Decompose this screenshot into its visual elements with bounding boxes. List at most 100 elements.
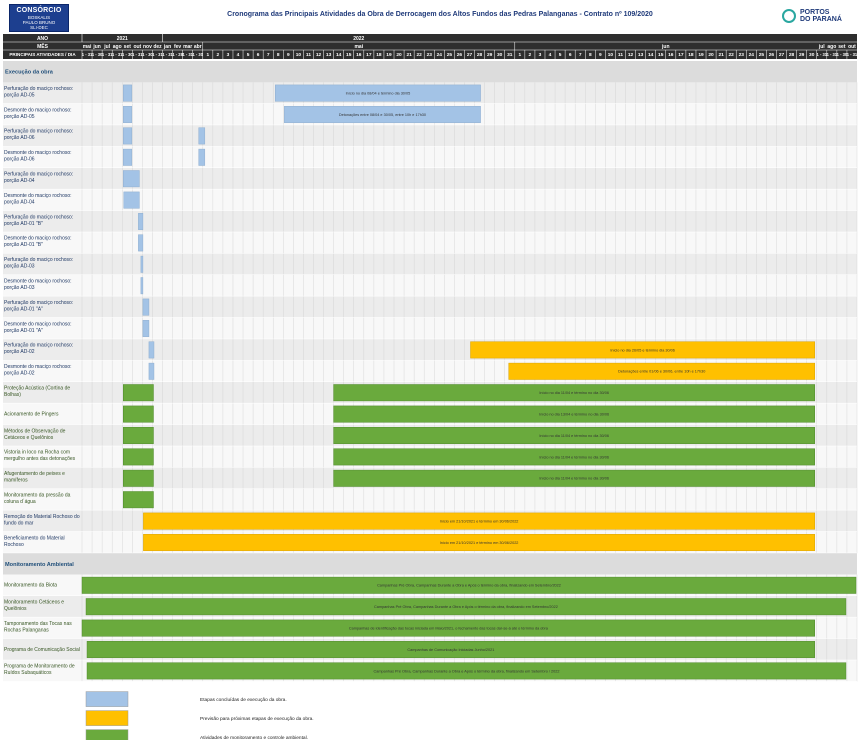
day-label: 25 xyxy=(759,52,765,58)
table-row xyxy=(3,275,857,297)
month-label: mai xyxy=(83,44,92,50)
gantt-bar-environmental xyxy=(86,641,815,658)
activity-label: Perfuração do maciço rochoso: porção AD-0… xyxy=(4,300,73,313)
gantt-bar-completed xyxy=(284,106,481,123)
day-label: 3 xyxy=(539,52,542,58)
day-label: 30 xyxy=(497,52,503,58)
month-label: mar xyxy=(183,44,192,50)
gantt-bar-completed xyxy=(140,255,144,273)
day-label: 27 xyxy=(779,52,785,58)
activity-label: Monitoramento da Biota xyxy=(4,583,57,589)
activity-label: Perfuração do maciço rochoso: porção AD-0… xyxy=(4,86,73,99)
day-label: 16 xyxy=(668,52,674,58)
gantt-bar-completed xyxy=(142,320,150,337)
bar-annotation: Início no dia 11/04 e término no dia 30/… xyxy=(539,434,609,438)
gantt-bar-environmental xyxy=(81,576,857,594)
activity-label: Desmonte do maciço rochoso: porção AD-04 xyxy=(4,193,72,206)
day-label: 1 - 31 xyxy=(817,52,828,57)
gantt-bar-environmental xyxy=(85,598,847,616)
day-label: 1 - 31 xyxy=(152,52,163,57)
section-title: Monitoramento Ambiental xyxy=(5,562,74,568)
day-label: 26 xyxy=(457,52,463,58)
gantt-bar-completed xyxy=(138,213,144,230)
day-label: 31 xyxy=(507,52,513,58)
gantt-bar-completed xyxy=(123,127,133,145)
activity-label: Desmonte do maciço rochoso: porção AD-05 xyxy=(4,107,72,120)
day-label: 4 xyxy=(237,52,240,58)
section-header-row xyxy=(3,61,857,83)
legend-label: Etapas concluídas de execução da obra. xyxy=(200,697,287,703)
gantt-bar-environmental xyxy=(123,384,154,402)
legend-label: Atividades de monitoramento e controle a… xyxy=(200,735,308,740)
activity-label: Proteção Acústica (Cortina de Bolhas) xyxy=(4,386,70,399)
page-title: Cronograma das Principais Atividades da … xyxy=(227,11,653,18)
gantt-bar-completed xyxy=(123,191,140,209)
day-label: 22 xyxy=(417,52,423,58)
day-label: 21 xyxy=(718,52,724,58)
day-label: 1 - 30 xyxy=(837,52,848,57)
day-label: 19 xyxy=(386,52,392,58)
month-span-label: jun xyxy=(661,44,670,50)
bar-annotation: Detonações entre 01/06 e 30/06, entre 10… xyxy=(618,370,705,374)
activity-label: Perfuração do maciço rochoso: porção AD-0… xyxy=(4,343,73,356)
day-label: 11 xyxy=(306,52,311,58)
day-label: 22 xyxy=(729,52,735,58)
logo-line-3: PAULO BRUNO xyxy=(22,20,56,25)
day-label: 1 xyxy=(206,52,209,58)
day-label: 29 xyxy=(799,52,805,58)
month-label: out xyxy=(848,44,856,50)
day-label: 2 xyxy=(529,52,532,58)
activity-label: Acionamento de Pingers xyxy=(4,411,59,417)
year-label: 2021 xyxy=(117,36,128,42)
header-band xyxy=(3,34,857,59)
gantt-bar-planned xyxy=(143,512,815,530)
legend-swatch-completed xyxy=(85,691,129,707)
gantt-bar-completed xyxy=(148,341,155,359)
month-label: fev xyxy=(174,44,181,50)
day-label: 11 xyxy=(618,52,623,58)
legend-swatch-planned xyxy=(85,710,129,726)
activity-label: Desmonte do maciço rochoso: porção AD-01 … xyxy=(4,236,72,249)
day-label: 15 xyxy=(346,52,352,58)
day-label: 13 xyxy=(638,52,644,58)
day-label: 30 xyxy=(809,52,815,58)
day-label: 1 - 31 xyxy=(162,52,173,57)
month-label: abr xyxy=(194,44,202,50)
gantt-bar-environmental xyxy=(333,448,815,466)
logo-line-1: CONSÓRCIO xyxy=(16,7,62,14)
day-label: 27 xyxy=(467,52,473,58)
month-label: jun xyxy=(92,44,101,50)
bar-annotation: Campanhas de Comunicação Iniciadas Junho… xyxy=(407,648,494,652)
logo-line-4: SLI-DEC xyxy=(30,25,48,30)
table-row xyxy=(3,210,857,233)
day-label: 24 xyxy=(437,52,443,58)
month-label: jan xyxy=(163,44,171,50)
gantt-bar-completed xyxy=(142,298,150,316)
day-label: 1 - 30 xyxy=(92,52,103,57)
table-row xyxy=(3,189,857,211)
activity-label: Monitoramento Cetáceos e Quelônios xyxy=(4,600,64,613)
month-span-label: mai xyxy=(354,44,363,50)
bar-annotation: Início no dia 08/04 e término dia 30/05 xyxy=(346,92,411,96)
month-label: set xyxy=(124,44,132,50)
day-label: 29 xyxy=(487,52,493,58)
day-label: 12 xyxy=(628,52,634,58)
gantt-bar-completed xyxy=(140,277,144,295)
header-label-ano: ANO xyxy=(37,36,48,42)
logo-right-line-2: DO PARANÁ xyxy=(800,16,842,23)
consortium-logo: CONSÓRCIO BOSKALIS PAULO BRUNO SLI-DEC xyxy=(9,4,69,32)
table-row xyxy=(3,317,857,340)
gantt-bar-completed xyxy=(123,170,140,188)
day-label: 1 - 30 xyxy=(142,52,153,57)
day-label: 1 - 28 xyxy=(172,52,183,57)
bar-annotation: Início no dia 13/04 e término no dia 30/… xyxy=(539,413,609,417)
day-label: 23 xyxy=(427,52,433,58)
day-label: 10 xyxy=(296,52,302,58)
gantt-bar-completed xyxy=(123,106,133,123)
month-label: ago xyxy=(113,44,122,50)
gantt-bar-environmental xyxy=(81,619,815,637)
activity-label: Perfuração do maciço rochoso: porção AD-0… xyxy=(4,257,73,270)
activity-label: Remoção do Material Rochoso do fundo do m… xyxy=(4,514,80,527)
bar-annotation: Início no dia 11/04 e término no dia 30/… xyxy=(539,477,609,481)
